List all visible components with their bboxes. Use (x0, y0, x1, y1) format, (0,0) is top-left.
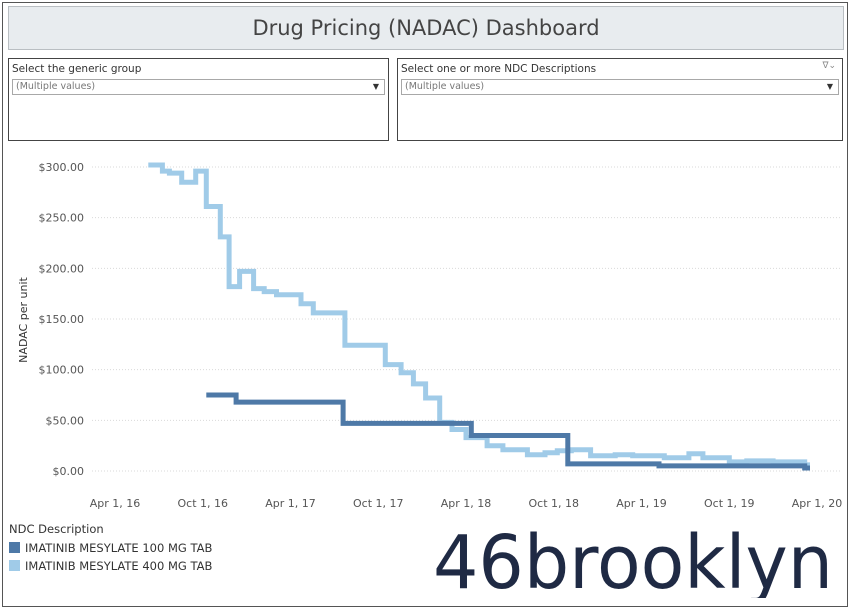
y-axis-label: NADAC per unit (17, 277, 30, 363)
chevron-down-icon[interactable]: ▼ (826, 82, 833, 91)
y-tick-label: $300.00 (39, 161, 85, 174)
x-tick-label: Apr 1, 16 (90, 497, 141, 510)
legend-swatch-400mg (9, 560, 20, 571)
dashboard-title: Drug Pricing (NADAC) Dashboard (8, 6, 844, 50)
series-line-100mg[interactable] (206, 392, 810, 471)
y-tick-label: $250.00 (39, 212, 85, 225)
brand-logo-text: 46brooklyn (433, 526, 833, 598)
x-tick-label: Oct 1, 16 (177, 497, 228, 510)
y-tick-label: $0.00 (53, 465, 85, 478)
x-tick-label: Oct 1, 18 (528, 497, 579, 510)
chevron-down-icon[interactable]: ▼ (372, 82, 379, 91)
clear-filter-icon[interactable]: ∇⌄ (822, 61, 836, 71)
series-lines (148, 162, 810, 471)
ndc-description-dropdown[interactable]: (Multiple values) ▼ (401, 79, 839, 95)
x-tick-label: Apr 1, 18 (441, 497, 492, 510)
x-tick-label: Oct 1, 17 (353, 497, 404, 510)
x-tick-label: Apr 1, 19 (616, 497, 667, 510)
brand-logo: 46brooklyn (433, 526, 833, 598)
ndc-description-dropdown-value: (Multiple values) (405, 81, 485, 92)
y-tick-label: $50.00 (46, 414, 85, 427)
series-line-400mg[interactable] (148, 162, 810, 468)
y-tick-label: $200.00 (39, 262, 85, 275)
generic-group-dropdown-value: (Multiple values) (16, 81, 96, 92)
generic-group-filter-label: Select the generic group (12, 63, 142, 75)
legend-label-400mg: IMATINIB MESYLATE 400 MG TAB (25, 559, 213, 573)
ndc-description-filter-label: Select one or more NDC Descriptions (401, 63, 597, 75)
x-tick-label: Oct 1, 19 (704, 497, 755, 510)
y-tick-label: $100.00 (39, 364, 85, 377)
legend-title: NDC Description (9, 522, 104, 536)
generic-group-dropdown[interactable]: (Multiple values) ▼ (12, 79, 385, 95)
y-tick-label: $150.00 (39, 313, 85, 326)
generic-group-filter: Select the generic group (Multiple value… (8, 58, 389, 141)
x-axis-ticks: Apr 1, 16 Oct 1, 16 Apr 1, 17 Oct 1, 17 Apr … (90, 497, 843, 510)
legend-item-100mg[interactable]: IMATINIB MESYLATE 100 MG TAB (9, 541, 212, 555)
ndc-description-filter: Select one or more NDC Descriptions ∇⌄ (… (397, 58, 843, 141)
legend-item-400mg[interactable]: IMATINIB MESYLATE 400 MG TAB (9, 559, 212, 573)
x-tick-label: Apr 1, 20 (792, 497, 843, 510)
legend-swatch-100mg (9, 542, 20, 553)
x-tick-label: Apr 1, 17 (265, 497, 316, 510)
legend-label-100mg: IMATINIB MESYLATE 100 MG TAB (25, 541, 213, 555)
y-axis-ticks: $0.00 $50.00 $100.00 $150.00 $200.00 $250.00 $… (39, 161, 85, 478)
